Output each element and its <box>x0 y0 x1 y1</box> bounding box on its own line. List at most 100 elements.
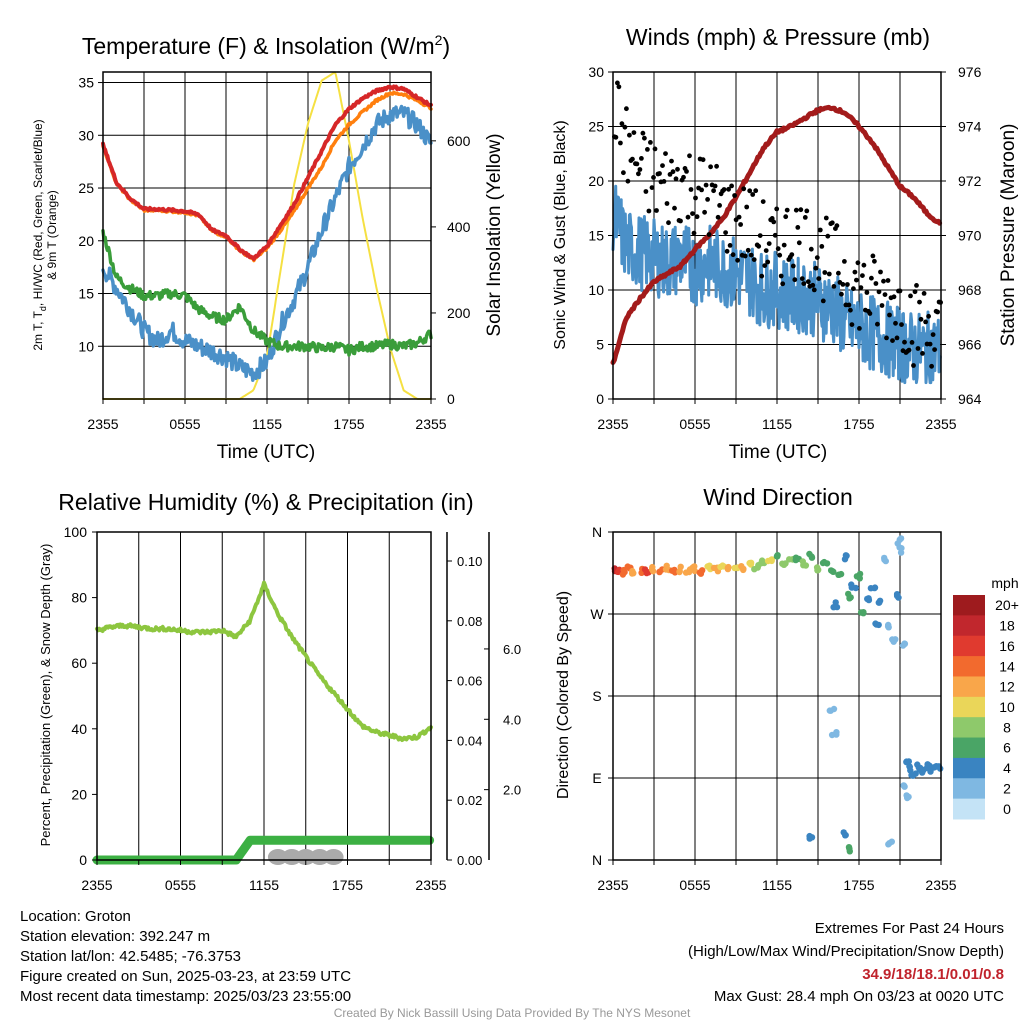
temperature-panel: Temperature (F) & Insolation (W/m2) 10 15… <box>31 32 505 463</box>
humidity-panel: Relative Humidity (%) & Precipitation (i… <box>38 489 521 893</box>
direction-point <box>899 642 907 649</box>
gust-point <box>705 197 710 202</box>
gust-point <box>657 171 662 176</box>
gust-point <box>804 208 810 214</box>
direction-point <box>865 596 873 604</box>
gust-point <box>906 347 912 353</box>
gust-point <box>884 335 889 341</box>
direction-point <box>740 566 747 574</box>
winds-ytick-label: 10 <box>588 282 604 298</box>
gust-point <box>688 187 694 192</box>
gust-point <box>775 246 781 252</box>
direction-axes: N W S E N 2355 0555 1155 1755 2355 <box>590 524 956 893</box>
precip-ytick-label: 0.08 <box>457 614 482 629</box>
gust-point <box>885 278 891 283</box>
gust-point <box>789 252 795 257</box>
series-pressure <box>610 104 943 365</box>
humidity-title: Relative Humidity (%) & Precipitation (i… <box>58 489 473 515</box>
direction-point <box>768 556 775 563</box>
direction-point <box>725 563 732 571</box>
gust-point <box>622 124 628 130</box>
precip-ytick-label: 0.06 <box>457 674 482 689</box>
gust-point <box>729 183 734 189</box>
gust-point <box>875 321 880 327</box>
gust-point <box>929 363 934 369</box>
direction-grid <box>613 532 941 860</box>
gust-point <box>813 265 819 271</box>
gust-point <box>920 351 925 356</box>
gust-point <box>744 204 750 210</box>
max-gust: Max Gust: 28.4 mph On 03/23 at 0020 UTC <box>713 988 1004 1005</box>
temperature-ytick-label: 30 <box>78 127 94 143</box>
direction-xtick-label: 1755 <box>843 877 874 893</box>
humidity-xtick-label: 0555 <box>165 877 196 893</box>
gust-point <box>660 163 665 169</box>
gust-point <box>708 164 713 170</box>
pressure-ytick-label: 972 <box>958 173 982 189</box>
gust-point <box>816 276 822 281</box>
gust-point <box>912 289 918 295</box>
humidity-xtick-label: 2355 <box>81 877 112 893</box>
direction-ytick-label: E <box>592 770 601 786</box>
direction-point <box>896 536 903 543</box>
snow-depth-point <box>267 849 288 865</box>
winds-ytick-label: 30 <box>588 64 604 80</box>
speed-colorbar: 20+ 18 16 14 12 10 8 6 4 2 0 <box>953 595 1019 820</box>
colorbar-label: 4 <box>1003 760 1011 776</box>
gust-point <box>691 230 697 236</box>
gust-point <box>759 273 765 279</box>
direction-point <box>682 569 690 576</box>
winds-title: Winds (mph) & Pressure (mb) <box>626 24 930 50</box>
colorbar-swatch <box>953 676 985 698</box>
direction-point <box>846 595 853 602</box>
gust-point <box>774 206 780 212</box>
gust-point <box>860 273 865 278</box>
gust-point <box>801 281 807 286</box>
colorbar-swatch <box>953 737 985 759</box>
footer-recent: Most recent data timestamp: 2025/03/23 2… <box>20 988 352 1005</box>
gust-point <box>673 176 679 182</box>
gust-point <box>869 275 874 281</box>
insolation-ylabel: Solar Insolation (Yellow) <box>484 133 505 336</box>
gust-point <box>639 156 644 161</box>
direction-point <box>937 765 944 772</box>
gust-point <box>738 222 743 227</box>
colorbar-label: 2 <box>1003 780 1011 796</box>
gust-point <box>631 130 637 136</box>
humidity-xtick-label: 1155 <box>249 877 279 893</box>
colorbar-label: 20+ <box>995 597 1019 613</box>
extremes-values: 34.9/18/18.1/0.01/0.8 <box>862 966 1004 983</box>
gust-point <box>802 215 808 220</box>
gust-point <box>790 263 796 269</box>
direction-ytick-label: W <box>590 606 604 622</box>
winds-xlabel: Time (UTC) <box>729 442 828 463</box>
gust-point <box>932 347 937 352</box>
direction-ytick-label: S <box>592 688 601 704</box>
temperature-xtick-label: 0555 <box>169 416 200 432</box>
direction-point <box>882 557 889 565</box>
direction-point <box>842 552 850 559</box>
gust-point <box>643 189 649 194</box>
temperature-ytick-label: 20 <box>78 233 94 249</box>
snow-ytick-label: 4.0 <box>503 712 521 727</box>
gust-point <box>717 203 722 208</box>
gust-point <box>675 166 680 172</box>
direction-point <box>641 566 649 573</box>
gust-point <box>849 322 855 327</box>
temperature-xtick-label: 1155 <box>252 416 282 432</box>
direction-point <box>904 794 911 802</box>
temperature-ytick-label: 15 <box>78 286 94 302</box>
gust-point <box>872 258 877 264</box>
pressure-ytick-label: 970 <box>958 228 982 244</box>
winds-xtick-label: 1155 <box>762 416 792 432</box>
direction-ylabel: Direction (Colored By Speed) <box>555 591 572 799</box>
footer-elevation: Station elevation: 392.247 m <box>20 928 211 945</box>
direction-point <box>628 570 636 577</box>
snow-depth-point <box>281 849 302 865</box>
direction-point <box>802 562 810 569</box>
direction-point <box>782 560 789 567</box>
direction-point <box>875 621 882 629</box>
gust-point <box>783 214 789 220</box>
winds-xtick-label: 0555 <box>679 416 710 432</box>
gust-point <box>670 169 676 175</box>
